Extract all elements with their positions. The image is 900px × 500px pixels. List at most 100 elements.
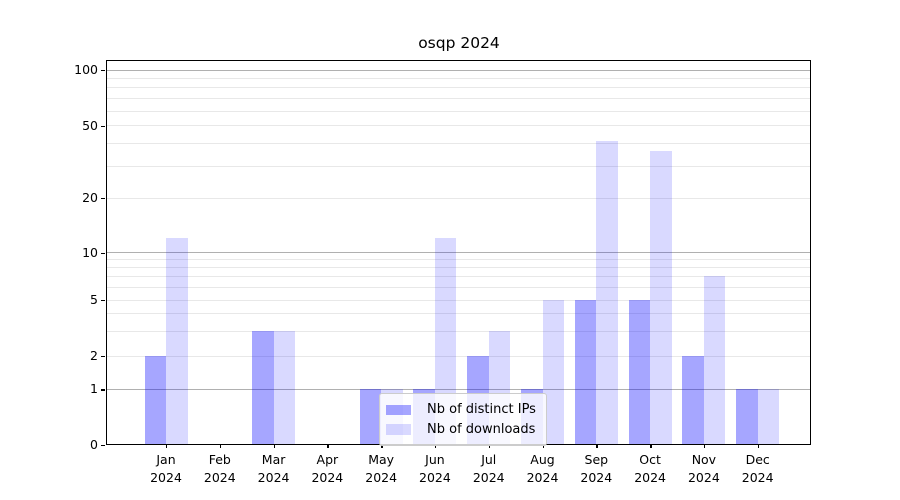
x-tick-year: 2024 bbox=[741, 470, 774, 486]
y-tick-mark bbox=[101, 70, 105, 72]
x-tick-year: 2024 bbox=[311, 470, 344, 486]
x-tick-mark bbox=[381, 444, 383, 448]
minor-gridline bbox=[107, 259, 810, 261]
major-gridline bbox=[107, 355, 810, 357]
x-tick-month: May bbox=[368, 452, 395, 467]
x-tick-year: 2024 bbox=[580, 470, 613, 486]
x-tick-label: Mar 2024 bbox=[246, 451, 302, 487]
bar-downloads bbox=[650, 151, 672, 444]
y-tick-mark bbox=[101, 125, 105, 128]
x-tick-year: 2024 bbox=[419, 470, 451, 486]
x-tick-label: Jul 2024 bbox=[461, 451, 517, 487]
legend-swatch-downloads bbox=[386, 424, 411, 435]
minor-gridline bbox=[107, 330, 810, 332]
minor-gridline bbox=[107, 87, 810, 89]
major-gridline bbox=[107, 299, 810, 301]
x-tick-month: Jul bbox=[481, 452, 497, 467]
decade-gridline bbox=[107, 252, 810, 253]
x-tick-label: Aug 2024 bbox=[515, 451, 571, 487]
x-tick-mark bbox=[757, 444, 760, 448]
x-tick-year: 2024 bbox=[203, 470, 236, 486]
x-tick-mark bbox=[273, 444, 275, 448]
minor-gridline bbox=[107, 165, 810, 167]
bar-distinct-ips bbox=[252, 330, 274, 444]
bar-downloads bbox=[757, 388, 780, 444]
legend-entry-downloads: Nb of downloads bbox=[386, 420, 539, 440]
x-tick-month: Jun bbox=[425, 452, 445, 467]
y-tick-label: 2 bbox=[90, 348, 98, 363]
bar-downloads bbox=[542, 299, 565, 444]
x-tick-month: Aug bbox=[530, 452, 555, 467]
minor-gridline bbox=[107, 98, 810, 100]
chart-title: osqp 2024 bbox=[418, 34, 500, 52]
x-tick-year: 2024 bbox=[472, 470, 505, 486]
x-tick-label: Feb 2024 bbox=[192, 451, 248, 487]
x-tick-month: Sep bbox=[584, 452, 609, 467]
x-tick-month: Feb bbox=[208, 452, 231, 467]
minor-gridline bbox=[107, 276, 810, 278]
y-tick-label: 100 bbox=[74, 62, 98, 77]
decade-gridline bbox=[107, 388, 810, 390]
x-tick-year: 2024 bbox=[634, 470, 667, 486]
x-tick-mark bbox=[434, 444, 437, 448]
x-tick-month: Apr bbox=[316, 452, 339, 467]
legend-entry-distinct-ips: Nb of distinct IPs bbox=[386, 400, 539, 420]
x-tick-mark bbox=[166, 444, 168, 448]
x-tick-label: Dec 2024 bbox=[730, 451, 786, 487]
x-tick-label: May 2024 bbox=[353, 451, 409, 487]
major-gridline bbox=[107, 125, 810, 127]
x-tick-label: Nov 2024 bbox=[676, 451, 732, 487]
x-tick-mark bbox=[327, 444, 329, 448]
x-tick-year: 2024 bbox=[150, 470, 182, 486]
x-tick-year: 2024 bbox=[365, 470, 398, 486]
bar-distinct-ips bbox=[359, 388, 382, 444]
y-tick-mark bbox=[101, 356, 105, 358]
legend-label-distinct-ips: Nb of distinct IPs bbox=[427, 402, 536, 418]
y-tick-mark bbox=[101, 252, 105, 254]
minor-gridline bbox=[107, 267, 810, 269]
legend-swatch-distinct-ips bbox=[386, 404, 411, 415]
y-tick-label: 10 bbox=[82, 244, 98, 260]
x-tick-label: Sep 2024 bbox=[568, 451, 624, 487]
bar-downloads bbox=[596, 140, 618, 444]
x-tick-label: Apr 2024 bbox=[299, 451, 355, 487]
bar-distinct-ips bbox=[682, 355, 704, 444]
minor-gridline bbox=[107, 110, 810, 112]
bar-downloads bbox=[273, 330, 296, 444]
minor-gridline bbox=[107, 77, 810, 79]
y-tick-label: 5 bbox=[90, 292, 98, 307]
minor-gridline bbox=[107, 142, 810, 144]
x-tick-mark bbox=[650, 444, 652, 448]
y-tick-label: 0 bbox=[90, 436, 98, 452]
bar-downloads bbox=[166, 237, 188, 444]
y-tick-mark bbox=[101, 300, 105, 302]
x-tick-year: 2024 bbox=[687, 470, 720, 486]
y-tick-label: 50 bbox=[82, 117, 98, 133]
x-tick-label: Jan 2024 bbox=[138, 451, 194, 487]
plot-area bbox=[106, 60, 811, 445]
decade-gridline bbox=[107, 69, 810, 71]
x-tick-label: Jun 2024 bbox=[407, 451, 463, 487]
legend-label-downloads: Nb of downloads bbox=[427, 421, 536, 437]
x-tick-label: Oct 2024 bbox=[622, 451, 678, 487]
x-tick-mark bbox=[488, 444, 491, 448]
minor-gridline bbox=[107, 313, 810, 315]
legend: Nb of distinct IPs Nb of downloads bbox=[379, 393, 547, 446]
x-tick-month: Mar bbox=[261, 452, 286, 467]
x-tick-mark bbox=[596, 444, 598, 448]
x-tick-month: Oct bbox=[639, 452, 661, 467]
y-tick-mark bbox=[101, 444, 105, 446]
major-gridline bbox=[107, 197, 810, 199]
bar-distinct-ips bbox=[628, 299, 651, 444]
bar-downloads bbox=[434, 237, 457, 444]
y-tick-label: 1 bbox=[90, 381, 98, 397]
y-tick-label: 20 bbox=[82, 190, 98, 205]
bar-distinct-ips bbox=[736, 388, 758, 444]
x-tick-mark bbox=[219, 444, 222, 448]
x-tick-month: Dec bbox=[745, 452, 770, 467]
y-tick-mark bbox=[101, 389, 105, 391]
x-tick-mark bbox=[703, 444, 706, 448]
bar-downloads bbox=[703, 276, 726, 444]
x-tick-month: Jan bbox=[156, 452, 176, 467]
